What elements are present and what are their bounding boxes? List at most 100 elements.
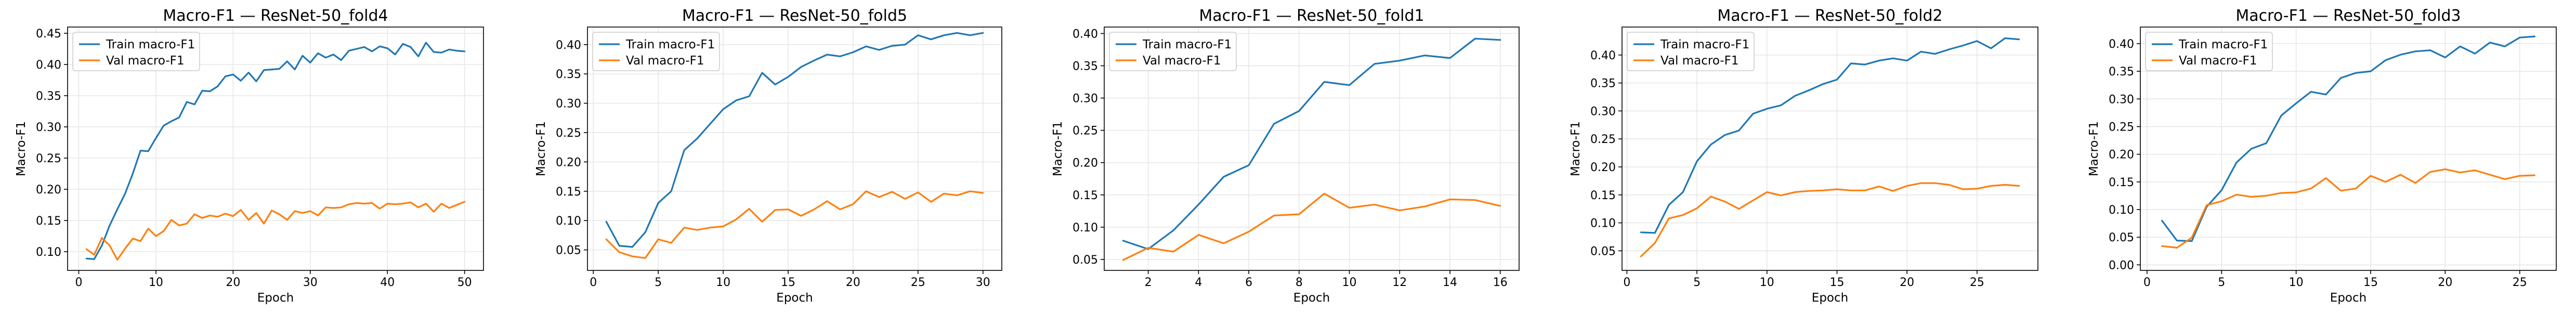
y-tick-label: 0.05 — [1073, 254, 1098, 267]
subplot-1: 0 10 20 30 40 50 0.10 0.15 0.20 0.25 0.30 0.35 0.40 0… — [15, 7, 484, 305]
y-tick-label: 0.40 — [36, 59, 61, 72]
y-axis-label: Macro-F1 — [15, 121, 28, 176]
legend-box — [72, 32, 200, 71]
y-tick-label: 0.30 — [36, 121, 61, 134]
y-tick-label: 0.25 — [2109, 121, 2134, 134]
legend-entry: Train macro-F1 — [1142, 38, 1232, 51]
y-tick-label: 0.30 — [1073, 93, 1098, 106]
x-tick-label: 0 — [75, 276, 83, 289]
y-tick-label: 0.30 — [2109, 93, 2134, 106]
y-tick-label: 0.20 — [556, 156, 581, 169]
x-tick-label: 12 — [1392, 276, 1407, 289]
chart-title: Macro-F1 — ResNet-50_fold4 — [163, 7, 388, 25]
y-tick-label: 0.10 — [556, 215, 581, 228]
y-tick-label: 0.20 — [1073, 157, 1098, 170]
x-tick-label: 10 — [1342, 276, 1357, 289]
val-series-line — [2161, 168, 2535, 249]
x-tick-label: 10 — [1760, 276, 1774, 289]
x-tick-label: 14 — [1443, 276, 1457, 289]
y-tick-label: 0.05 — [1590, 245, 1616, 258]
x-tick-label: 15 — [781, 276, 795, 289]
train-series-line — [605, 32, 984, 248]
train-series-line — [2161, 35, 2535, 242]
y-tick-label: 0.05 — [556, 244, 581, 257]
val-series-line — [1122, 192, 1501, 261]
plot-frame — [67, 27, 484, 271]
subplot-5: 0 5 10 15 20 25 0.00 0.05 0.10 0.15 0.20 0.25 0.30 0.… — [2087, 7, 2557, 305]
x-tick-label: 30 — [976, 276, 990, 289]
plot-frame — [1622, 27, 2038, 271]
x-tick-label: 30 — [303, 276, 318, 289]
y-tick-label: 0.10 — [2109, 204, 2134, 217]
legend-entry: Train macro-F1 — [625, 38, 715, 51]
x-axis-label: Epoch — [2330, 291, 2366, 305]
x-tick-label: 20 — [846, 276, 860, 289]
y-tick-label: 0.35 — [36, 90, 61, 103]
x-tick-label: 5 — [1693, 276, 1701, 289]
y-axis-label: Macro-F1 — [534, 121, 548, 176]
legend-entry: Train macro-F1 — [1660, 38, 1749, 51]
y-tick-label: 0.15 — [556, 186, 581, 199]
x-tick-label: 20 — [1900, 276, 1914, 289]
subplot-2: 0 5 10 15 20 25 30 0.05 0.10 0.15 0.20 0.25 0.30 0.35… — [534, 7, 1002, 305]
y-tick-label: 0.10 — [1590, 217, 1616, 230]
y-tick-label: 0.40 — [2109, 38, 2134, 51]
legend-box — [1627, 32, 1755, 71]
plot-frame — [2140, 27, 2557, 271]
y-tick-label: 0.10 — [36, 246, 61, 259]
subplot-3: 2 4 6 8 10 12 14 16 0.05 0.10 0.15 0.20 0.25 0.30 0.35… — [1051, 7, 1520, 305]
y-tick-label: 0.10 — [1073, 222, 1098, 235]
y-tick-label: 0.35 — [556, 68, 581, 81]
x-tick-label: 6 — [1245, 276, 1252, 289]
x-axis-label: Epoch — [257, 291, 294, 305]
x-tick-label: 10 — [2289, 276, 2304, 289]
y-tick-label: 0.15 — [2109, 176, 2134, 189]
x-tick-label: 25 — [911, 276, 925, 289]
legend-box — [592, 32, 720, 71]
y-tick-label: 0.40 — [556, 39, 581, 52]
y-tick-label: 0.30 — [556, 98, 581, 111]
y-axis-label: Macro-F1 — [1569, 121, 1583, 176]
y-tick-label: 0.20 — [2109, 149, 2134, 162]
x-tick-label: 5 — [2218, 276, 2225, 289]
y-tick-label: 0.15 — [1590, 189, 1616, 202]
x-axis-label: Epoch — [1293, 291, 1330, 305]
y-tick-label: 0.00 — [2109, 259, 2134, 272]
legend-entry: Val macro-F1 — [1660, 54, 1739, 68]
legend-entry: Val macro-F1 — [2179, 54, 2257, 68]
y-tick-label: 0.40 — [1073, 28, 1098, 41]
val-series-line — [85, 201, 466, 261]
y-tick-label: 0.15 — [36, 215, 61, 228]
legend-entry: Val macro-F1 — [106, 54, 185, 68]
y-tick-label: 0.25 — [1590, 133, 1616, 146]
plot-frame — [587, 27, 1002, 271]
y-tick-label: 0.45 — [36, 28, 61, 41]
train-series-line — [1640, 37, 2020, 234]
y-tick-label: 0.40 — [1590, 49, 1616, 62]
legend: Train macro-F1 Val macro-F1 — [72, 32, 200, 71]
x-tick-label: 0 — [590, 276, 597, 289]
subplot-4: 0 5 10 15 20 25 0.05 0.10 0.15 0.20 0.25 0.30 0.35 0.… — [1569, 7, 2038, 305]
x-tick-label: 20 — [226, 276, 240, 289]
y-tick-label: 0.25 — [1073, 125, 1098, 138]
x-tick-label: 40 — [380, 276, 395, 289]
x-axis-label: Epoch — [776, 291, 813, 305]
y-tick-label: 0.35 — [1073, 60, 1098, 73]
x-tick-label: 2 — [1145, 276, 1152, 289]
y-tick-label: 0.15 — [1073, 189, 1098, 202]
chart-title: Macro-F1 — ResNet-50_fold5 — [682, 7, 907, 25]
x-tick-label: 0 — [2143, 276, 2151, 289]
y-axis-label: Macro-F1 — [1051, 121, 1065, 176]
x-tick-label: 20 — [2438, 276, 2452, 289]
x-tick-label: 15 — [2363, 276, 2378, 289]
y-axis-label: Macro-F1 — [2087, 121, 2101, 176]
chart-title: Macro-F1 — ResNet-50_fold3 — [2235, 7, 2461, 25]
chart-title: Macro-F1 — ResNet-50_fold1 — [1199, 7, 1424, 25]
x-tick-label: 8 — [1296, 276, 1303, 289]
x-tick-label: 50 — [457, 276, 472, 289]
legend: Train macro-F1 Val macro-F1 — [1627, 32, 1755, 71]
x-tick-label: 25 — [2513, 276, 2527, 289]
chart-title: Macro-F1 — ResNet-50_fold2 — [1717, 7, 1942, 25]
x-tick-label: 10 — [149, 276, 163, 289]
legend: Train macro-F1 Val macro-F1 — [592, 32, 720, 71]
